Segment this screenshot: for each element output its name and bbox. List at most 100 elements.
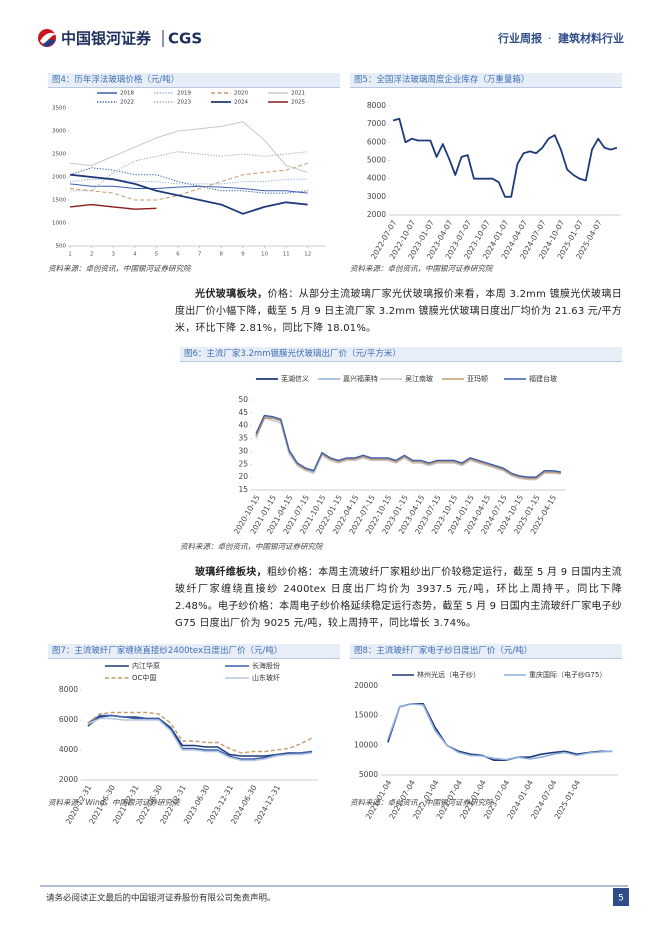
x-tick-label: 4: [133, 252, 137, 258]
figure-title: 图4：历年浮法玻璃价格（元/吨）: [48, 73, 340, 88]
y-tick-label: 3000: [367, 192, 386, 201]
figure-title: 图6：主流厂家3.2mm镀膜光伏玻璃出厂价（元/平方米）: [180, 347, 622, 362]
separator: ·: [548, 32, 552, 45]
logo-en: CGS: [168, 30, 202, 48]
series-line: [255, 417, 562, 480]
legend-label: 亚玛顿: [467, 374, 488, 383]
legend-label: 长海股份: [252, 661, 280, 670]
disclaimer: 请务必阅读正文最后的中国银河证券股份有限公司免责声明。: [46, 893, 276, 904]
y-tick-label: 2000: [367, 210, 386, 219]
y-tick-label: 6000: [367, 137, 386, 146]
y-tick-label: 25: [238, 459, 248, 468]
series-line: [87, 717, 313, 762]
figure-source: 资料来源：卓创资讯，中国银河证券研究院: [48, 264, 191, 273]
series-line: [69, 183, 308, 194]
legend-label: 2018: [120, 91, 134, 97]
figure-source: 资料来源：卓创资讯，中国银河证券研究院: [180, 542, 323, 551]
y-tick-label: 20: [238, 472, 248, 481]
legend-label: 内江华原: [132, 661, 160, 670]
legend-label: 吴江南玻: [405, 374, 433, 383]
y-tick-label: 1000: [52, 221, 66, 227]
y-tick-label: 20000: [354, 681, 378, 690]
paragraph: 玻璃纤维板块，粗纱价格：本周主流玻纤厂家粗纱出厂价较稳定运行，截至 5 月 9 …: [175, 564, 622, 632]
logo-text: 中国银河证券: [61, 30, 152, 48]
x-tick-label: 11: [283, 252, 290, 258]
legend-label: 福建台玻: [529, 374, 557, 383]
y-tick-label: 500: [56, 244, 67, 250]
y-tick-label: 8000: [367, 101, 386, 110]
series-line: [69, 178, 308, 185]
legend-label: 2021: [291, 91, 305, 97]
x-tick-label: 10: [261, 252, 268, 258]
logo-swirl: [43, 39, 56, 47]
y-tick-label: 2000: [59, 775, 78, 784]
x-tick-label: 9: [241, 252, 245, 258]
paragraph-lead: 光伏玻璃板块，: [195, 289, 268, 300]
series-line: [87, 711, 313, 754]
y-tick-label: 30: [238, 446, 248, 455]
legend-label: 嘉兴福莱特: [343, 374, 378, 383]
series-line: [255, 417, 561, 481]
y-tick-label: 50: [238, 395, 248, 404]
series-line: [69, 203, 157, 210]
series-line: [69, 167, 308, 194]
logo-swirl: [40, 32, 56, 45]
figure-title: 图7：主流玻纤厂家缠绕直接纱2400tex日度出厂价（元/吨）: [48, 644, 340, 659]
series-line: [387, 703, 613, 761]
series-line: [70, 151, 308, 192]
y-tick-label: 6000: [59, 715, 78, 724]
x-tick-label: 8: [220, 252, 224, 258]
legend-label: 重庆国际（电子纱G75）: [529, 670, 606, 679]
series-line: [255, 417, 561, 480]
series-line: [69, 173, 308, 215]
y-tick-label: 5000: [359, 770, 378, 779]
x-tick-label: 1: [68, 252, 72, 258]
y-tick-label: 40: [238, 421, 248, 430]
x-tick-label: 12: [304, 252, 311, 258]
y-tick-label: 35: [238, 434, 248, 443]
y-tick-label: 8000: [59, 685, 78, 694]
legend-label: OC中国: [132, 673, 156, 682]
figure-source: 资料来源：卓创资讯，中国银河证券研究院: [350, 798, 493, 807]
legend-label: 2023: [177, 100, 191, 106]
report-type: 行业周报: [497, 31, 543, 45]
logo: 中国银河证券 CGS: [38, 29, 202, 48]
series-line: [387, 703, 613, 761]
legend-label: 山东玻纤: [252, 673, 280, 682]
industry: 建筑材料行业: [558, 31, 624, 45]
page-number: 5: [618, 894, 624, 904]
y-tick-label: 45: [238, 408, 248, 417]
y-tick-label: 7000: [367, 119, 386, 128]
y-tick-label: 2000: [52, 175, 66, 181]
page-box: [613, 888, 629, 906]
figure-source: 资料来源：卓创资讯，中国银河证券研究院: [350, 264, 493, 273]
paragraph: 光伏玻璃板块，价格：从部分主流玻璃厂家光伏玻璃报价来看，本周 3.2mm 镀膜光…: [175, 286, 622, 337]
legend-label: 2022: [120, 100, 134, 106]
y-tick-label: 5000: [367, 156, 386, 165]
series-line: [255, 414, 562, 478]
legend-label: 芜湖信义: [281, 374, 309, 383]
figure-source: 资料来源：Wind，中国银河证券研究院: [48, 798, 180, 807]
legend-label: 2020: [234, 91, 248, 97]
paragraph-text: 价格：从部分主流玻璃厂家光伏玻璃报价来看，本周 3.2mm 镀膜光伏玻璃日度出厂…: [175, 289, 622, 334]
legend-label: 2024: [234, 100, 248, 106]
y-tick-label: 2500: [52, 152, 66, 158]
x-tick-label: 3: [111, 252, 115, 258]
x-tick-label: 7: [198, 252, 202, 258]
figure-title: 图8：主流玻纤厂家电子纱日度出厂价（元/吨）: [350, 644, 622, 659]
y-tick-label: 3000: [52, 129, 66, 135]
y-tick-label: 4000: [367, 174, 386, 183]
legend-label: 2025: [291, 100, 305, 106]
y-tick-label: 15: [238, 485, 248, 494]
series-line: [392, 117, 618, 198]
legend-label: 2019: [177, 91, 191, 97]
y-tick-label: 10000: [354, 740, 378, 749]
paragraph-text: 粗纱价格：本周主流玻纤厂家粗纱出厂价较稳定运行，截至 5 月 9 日国内主流玻纤…: [175, 567, 623, 629]
y-tick-label: 3500: [52, 106, 66, 112]
paragraph-lead: 玻璃纤维板块，: [195, 567, 267, 578]
y-tick-label: 1500: [52, 198, 66, 204]
series-line: [87, 714, 313, 760]
figure-title: 图5：全国浮法玻璃周度企业库存（万重量箱）: [350, 73, 622, 88]
